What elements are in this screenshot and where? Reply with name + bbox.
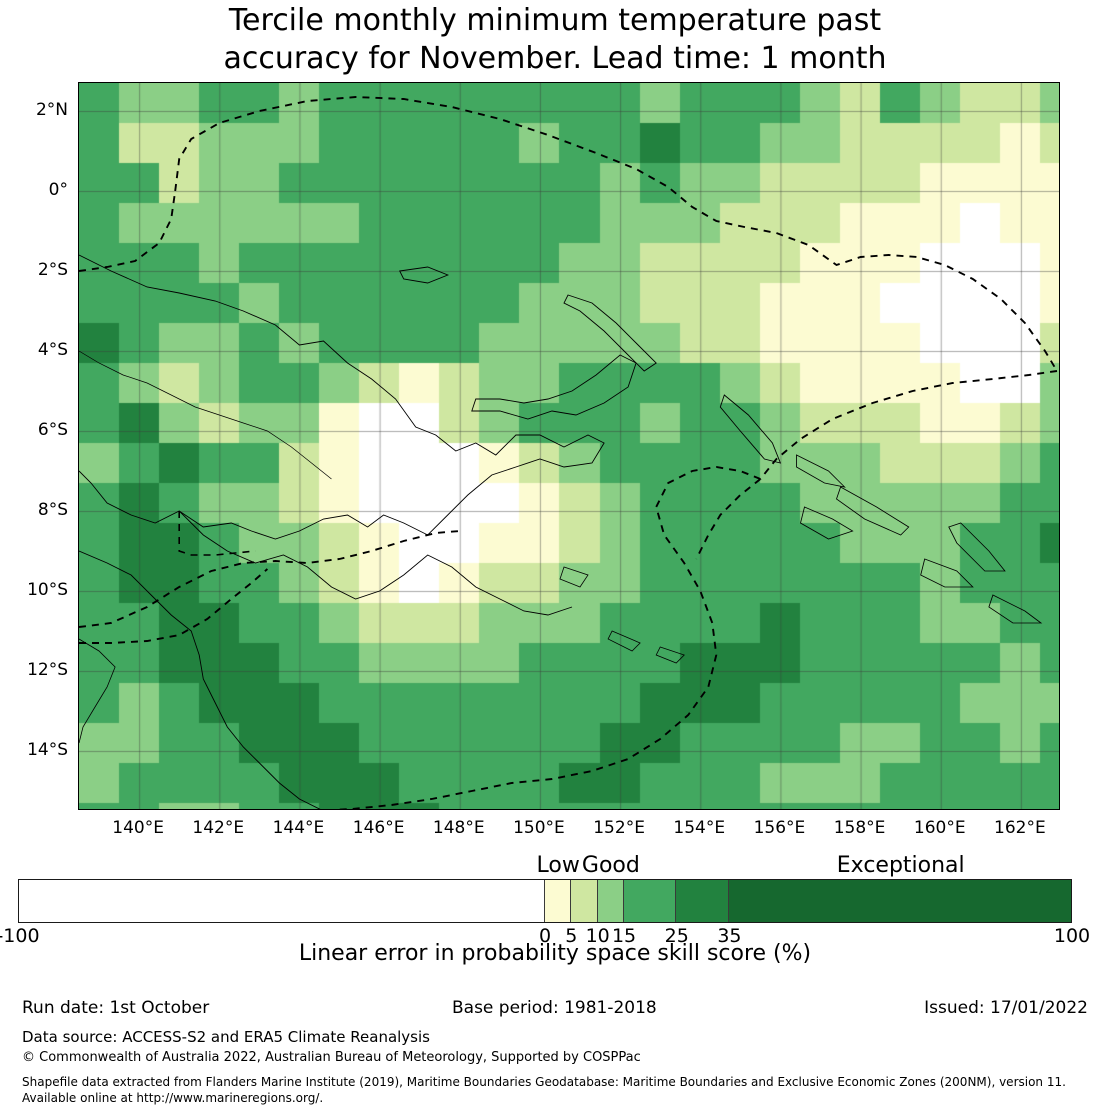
colorbar-tick-6: 35 bbox=[717, 925, 742, 947]
colorbar-segment-6 bbox=[729, 880, 1071, 922]
colorbar-category-good: Good bbox=[581, 853, 640, 878]
latitude-tick-4: 6°S bbox=[37, 420, 68, 440]
latitude-tick-6: 10°S bbox=[27, 580, 68, 600]
colorbar-category-low: Low bbox=[536, 853, 580, 878]
colorbar-gradient bbox=[18, 879, 1072, 923]
shapefile-attribution-text: Shapefile data extracted from Flanders M… bbox=[22, 1075, 1066, 1105]
longitude-tick-10: 160°E bbox=[913, 818, 966, 838]
colorbar-tick-3: 10 bbox=[585, 925, 610, 947]
issued-date-text: Issued: 17/01/2022 bbox=[924, 998, 1088, 1018]
longitude-tick-6: 152°E bbox=[593, 818, 645, 838]
longitude-tick-0: 140°E bbox=[112, 818, 164, 838]
longitude-tick-2: 144°E bbox=[272, 818, 325, 838]
latitude-tick-1: 0° bbox=[48, 180, 68, 200]
base-period-text: Base period: 1981-2018 bbox=[452, 998, 657, 1018]
colorbar-tick-1: 0 bbox=[538, 925, 552, 947]
map-axes[interactable] bbox=[78, 82, 1060, 810]
colorbar-tick-0: -100 bbox=[0, 925, 40, 947]
colorbar-segment-3 bbox=[597, 880, 624, 922]
longitude-tick-8: 156°E bbox=[753, 818, 806, 838]
longitude-tick-5: 150°E bbox=[513, 818, 565, 838]
longitude-tick-3: 146°E bbox=[352, 818, 405, 838]
colorbar-axis-label: Linear error in probability space skill … bbox=[298, 941, 812, 966]
longitude-tick-7: 154°E bbox=[673, 818, 726, 838]
colorbar-segment-4 bbox=[623, 880, 677, 922]
colorbar-tick-4: 15 bbox=[611, 925, 637, 947]
longitude-tick-1: 142°E bbox=[192, 818, 245, 838]
colorbar-segment-2 bbox=[571, 880, 598, 922]
latitude-tick-7: 12°S bbox=[27, 660, 68, 680]
copyright-text: © Commonwealth of Australia 2022, Austra… bbox=[22, 1050, 641, 1065]
colorbar-segment-1 bbox=[545, 880, 572, 922]
footer-primary-row: Run date: 1st October Base period: 1981-… bbox=[0, 998, 1110, 1022]
skill-score-heatmap bbox=[79, 83, 1059, 809]
latitude-tick-2: 2°S bbox=[37, 260, 68, 280]
data-source-text: Data source: ACCESS-S2 and ERA5 Climate … bbox=[22, 1028, 430, 1046]
colorbar-segment-5 bbox=[676, 880, 730, 922]
latitude-tick-3: 4°S bbox=[37, 340, 68, 360]
colorbar[interactable]: -100 0 5 10 15 25 35 100 bbox=[0, 879, 1090, 947]
colorbar-segment-0 bbox=[19, 880, 545, 922]
colorbar-tick-5: 25 bbox=[664, 925, 689, 947]
page-title: Tercile monthly minimum temperature past… bbox=[223, 3, 887, 76]
longitude-tick-11: 162°E bbox=[994, 818, 1046, 838]
colorbar-tick-2: 5 bbox=[565, 925, 578, 947]
colorbar-tick-7: 100 bbox=[1053, 925, 1091, 947]
colorbar-category-exceptional: Exceptional bbox=[836, 853, 965, 878]
latitude-tick-8: 14°S bbox=[27, 740, 68, 760]
latitude-tick-0: 2°N bbox=[35, 100, 68, 120]
latitude-tick-5: 8°S bbox=[37, 500, 68, 520]
longitude-tick-4: 148°E bbox=[432, 818, 485, 838]
run-date-text: Run date: 1st October bbox=[22, 998, 210, 1018]
longitude-tick-9: 158°E bbox=[833, 818, 886, 838]
